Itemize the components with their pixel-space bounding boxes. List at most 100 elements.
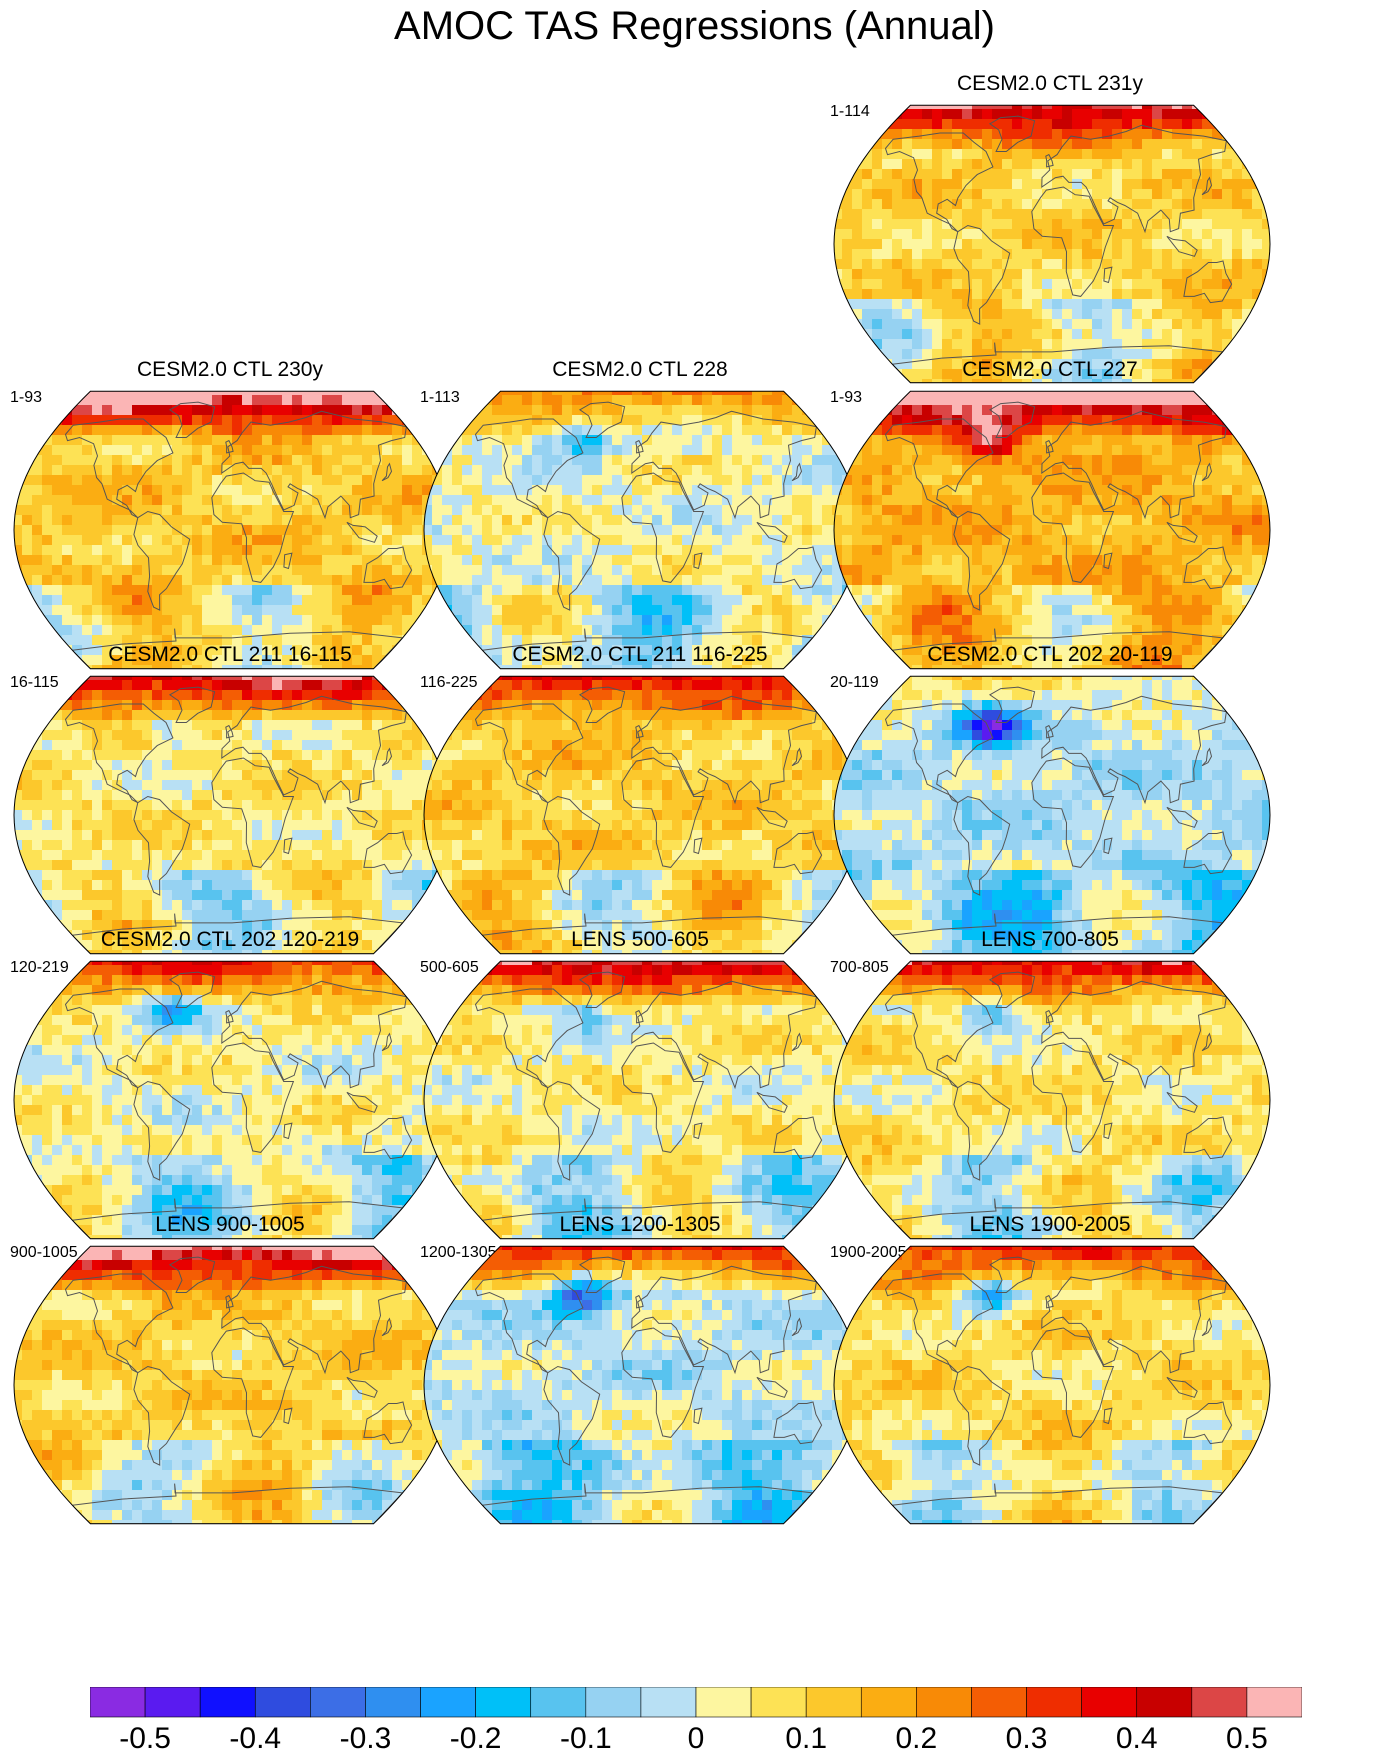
coastline [1201,1317,1213,1337]
coastline [1166,806,1198,828]
coastline [474,703,584,804]
coastline [1201,1032,1213,1052]
coastline [953,510,1011,611]
coastline [756,1376,788,1398]
coastline [578,971,626,1008]
coastline [221,695,407,805]
map-panel-l1200: LENS 1200-1305 1200-1305 [410,1213,870,1531]
coastline [621,1042,705,1153]
temperature-field [424,391,860,669]
coastline [381,747,393,767]
coastline [346,806,378,828]
colorbar-swatch [254,1687,311,1718]
panel-title: CESM2.0 CTL 211 116-225 [512,643,768,666]
coastline [884,988,994,1089]
colorbar-swatch [640,1687,697,1718]
colorbar-tick-label: -0.2 [449,1722,502,1755]
colorbar-swatch [90,1687,146,1718]
coastline [221,980,407,1090]
coastline [1166,235,1198,257]
coastline [1103,552,1113,570]
temperature-field [834,105,1270,383]
coastline [693,552,703,570]
coastline [631,695,817,805]
coastline [133,1080,191,1181]
map-panel-p227: CESM2.0 CTL 227 1-93 [820,358,1280,676]
colorbar-tick-label: 0.1 [785,1722,828,1755]
coastline [221,410,407,520]
coastline [756,1091,788,1113]
colorbar-tick-label: 0.3 [1005,1722,1048,1755]
colorbar-tick-label: 0.5 [1226,1722,1268,1755]
coastline [1031,1327,1115,1438]
coastline [791,1317,803,1337]
coastline [225,724,234,739]
coastline [283,1407,293,1425]
coastline [1183,831,1233,875]
colorbar-swatch [475,1687,532,1718]
colorbar-swatch [530,1687,587,1718]
colorbar-swatch [695,1687,752,1718]
coastline [988,115,1036,152]
panel-period-label: 700-805 [830,959,889,976]
coastline [773,1116,823,1160]
coastline [221,1265,407,1375]
coastline [631,410,817,520]
colorbar-swatch [1026,1687,1082,1718]
coastline [791,462,803,482]
temperature-field [834,676,1270,954]
coastline [953,1365,1011,1466]
map-panel-l1900: LENS 1900-2005 1900-2005 [820,1213,1280,1531]
regression-map [833,104,1271,384]
coastline [1045,1009,1054,1024]
coastline [64,418,174,519]
coastline [1183,546,1233,590]
coastline [1201,462,1213,482]
panel-period-label: 1-93 [10,389,43,406]
coastline [773,546,823,590]
coastline [1031,1042,1115,1153]
map-panel-p202b: CESM2.0 CTL 202 120-219 120-219 [0,928,460,1246]
coastline [64,703,174,804]
colorbar-swatch [1191,1687,1248,1718]
coastline [543,1365,601,1466]
panel-period-label: 1-113 [420,389,460,406]
panel-title: LENS 1200-1305 [559,1213,721,1236]
coastline [363,1401,413,1445]
temperature-field [834,1246,1270,1524]
coastline [635,439,644,454]
regression-map [833,675,1271,955]
coastline [884,418,994,519]
regression-map [833,960,1271,1240]
page-title: AMOC TAS Regressions (Annual) [394,4,995,48]
regression-map [833,390,1271,670]
coastline [1041,410,1227,520]
coastline [1166,1091,1198,1113]
coastline [363,831,413,875]
coastline [578,1256,626,1293]
temperature-field [14,391,450,669]
map-border [833,675,1271,955]
panel-title: CESM2.0 CTL 227 [962,358,1138,381]
coastline [225,1009,234,1024]
coastline [1103,266,1113,284]
map-panel-p202a: CESM2.0 CTL 202 20-119 20-119 [820,643,1280,961]
map-border [833,104,1271,384]
coastline [346,1091,378,1113]
coastline [474,1273,584,1374]
panel-period-label: 1200-1305 [420,1244,497,1261]
coastline [1041,695,1227,805]
panel-period-label: 1-114 [830,103,870,120]
colorbar-swatch [1246,1687,1302,1718]
coastline [543,795,601,896]
colorbar-swatch [971,1687,1027,1718]
panel-period-label: 500-605 [420,959,479,976]
coastline [1166,521,1198,543]
coastline [168,686,216,723]
panel-period-label: 20-119 [830,674,879,691]
panel-title: CESM2.0 CTL 228 [552,358,728,381]
coastline [1045,439,1054,454]
coastline [211,757,295,868]
coastline [988,401,1036,438]
regression-map [833,1245,1271,1525]
